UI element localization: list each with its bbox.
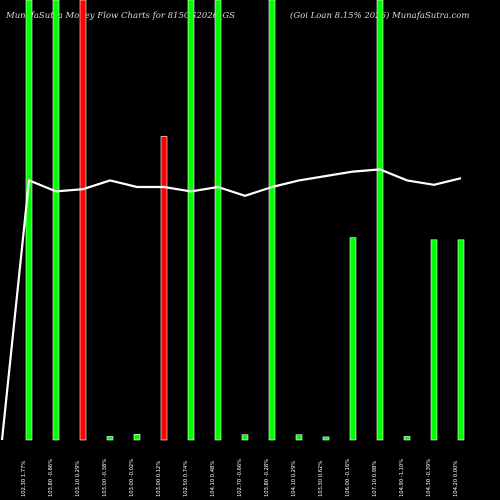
- bar-7: [214, 0, 222, 441]
- bar-13: [376, 0, 384, 441]
- x-tick-label-9: 103.80 -0.28%: [264, 459, 270, 497]
- bar-16: [457, 239, 465, 441]
- x-tick-label-12: 106.00 -0.16%: [345, 459, 351, 497]
- bar-6: [187, 0, 195, 441]
- bar-14: [403, 436, 411, 441]
- x-tick-label-3: 103.00 -0.38%: [102, 459, 108, 497]
- bar-11: [322, 436, 330, 441]
- bar-10: [295, 434, 303, 441]
- bar-15: [430, 239, 438, 441]
- x-tick-label-6: 102.50 0.74%: [183, 461, 189, 497]
- bar-2: [79, 0, 87, 441]
- x-tick-label-14: 104.90 -1.10%: [399, 459, 405, 497]
- x-tick-label-7: 104.10 0.48%: [210, 461, 216, 497]
- bar-9: [268, 0, 276, 441]
- x-tick-label-8: 102.70 -0.66%: [237, 459, 243, 497]
- bar-8: [241, 434, 249, 441]
- x-tick-label-10: 104.10 0.29%: [291, 461, 297, 497]
- chart-title-left: MunafaSutra Money Flow Charts for 815GS2…: [6, 11, 235, 21]
- bar-5: [160, 136, 168, 441]
- bar-3: [106, 436, 114, 441]
- date-label-group: 102.30 1.77% 103.80 -0.86% 103.10 0.29% 103…: [21, 459, 459, 497]
- x-tick-label-15: 104.30 -0.39%: [426, 459, 432, 497]
- x-tick-label-1: 103.80 -0.86%: [48, 459, 54, 497]
- x-tick-label-4: 103.00 -0.02%: [129, 459, 135, 497]
- bar-0: [25, 0, 33, 441]
- bar-12: [349, 237, 357, 441]
- x-tick-label-2: 103.10 0.29%: [75, 461, 81, 497]
- x-tick-label-0: 102.30 1.77%: [21, 461, 27, 497]
- bar-1: [52, 0, 60, 441]
- x-tick-label-13: 107.10 0.98%: [372, 461, 378, 497]
- bar-4: [133, 433, 141, 441]
- x-tick-label-11: 103.30 0.62%: [318, 461, 324, 497]
- x-tick-label-16: 104.20 0.00%: [453, 461, 459, 497]
- x-tick-label-5: 103.00 0.12%: [156, 461, 162, 497]
- bar-group: [25, 0, 465, 441]
- money-flow-line: [0, 168, 462, 441]
